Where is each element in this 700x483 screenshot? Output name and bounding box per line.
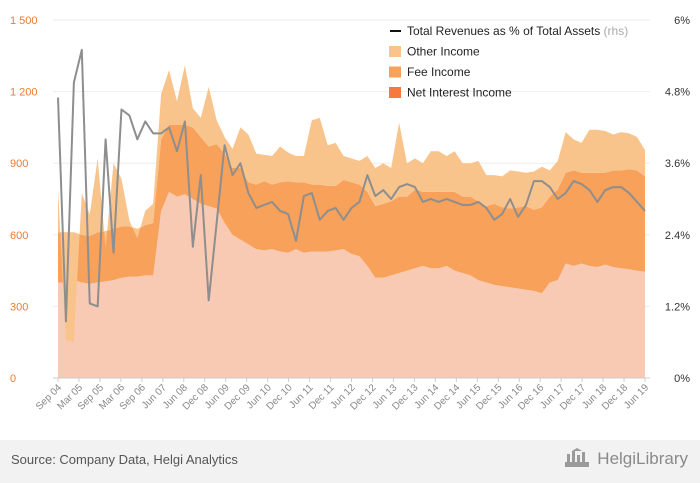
right-axis-ticks: 0% 1.2% 2.4% 3.6% 4.8% 6%: [665, 15, 690, 385]
legend-label: Total Revenues as % of Total Assets (rhs…: [407, 24, 628, 38]
helgi-library-logo-icon: [565, 448, 590, 467]
legend-label: Net Interest Income: [407, 86, 512, 100]
other-income-area: [58, 65, 645, 343]
left-axis-tick-label: 300: [10, 301, 28, 313]
revenue-ratio-line-group: [57, 48, 646, 323]
left-axis-tick-label: 1 200: [10, 87, 38, 99]
left-axis-ticks: 0 300 600 900 1 200 1 500: [10, 15, 38, 385]
legend-swatch: [389, 87, 401, 98]
left-axis-tick-label: 0: [10, 373, 16, 385]
stacked-areas: [58, 65, 645, 378]
left-axis-tick-label: 1 500: [10, 15, 38, 27]
revenue-ratio-line: [57, 48, 646, 323]
legend-label: Fee Income: [407, 65, 471, 79]
brand-name: HelgiLibrary: [597, 449, 688, 468]
legend: Total Revenues as % of Total Assets (rhs…: [389, 24, 628, 100]
right-axis-tick-label: 0%: [674, 373, 690, 385]
chart: 0 300 600 900 1 200 1 500 0% 1.2% 2.4% 3.6% 4.8% 6…: [10, 15, 690, 413]
right-axis-tick-label: 3.6%: [665, 158, 690, 170]
right-axis-tick-label: 4.8%: [665, 87, 690, 99]
legend-label: Other Income: [407, 45, 480, 59]
source-note: Source: Company Data, Helgi Analytics: [11, 452, 238, 467]
right-axis-tick-label: 6%: [674, 15, 690, 27]
left-axis-tick-label: 900: [10, 158, 28, 170]
legend-swatch: [389, 66, 401, 78]
x-axis-tick-label: Jun 19: [622, 382, 651, 411]
legend-label-suffix: (rhs): [600, 24, 628, 38]
right-axis-tick-label: 1.2%: [665, 301, 690, 313]
brand: HelgiLibrary: [563, 448, 688, 470]
right-axis-tick-label: 2.4%: [665, 230, 690, 242]
footer: Source: Company Data, Helgi Analytics He…: [0, 440, 700, 483]
left-axis-tick-label: 600: [10, 230, 28, 242]
legend-swatch: [389, 46, 401, 57]
